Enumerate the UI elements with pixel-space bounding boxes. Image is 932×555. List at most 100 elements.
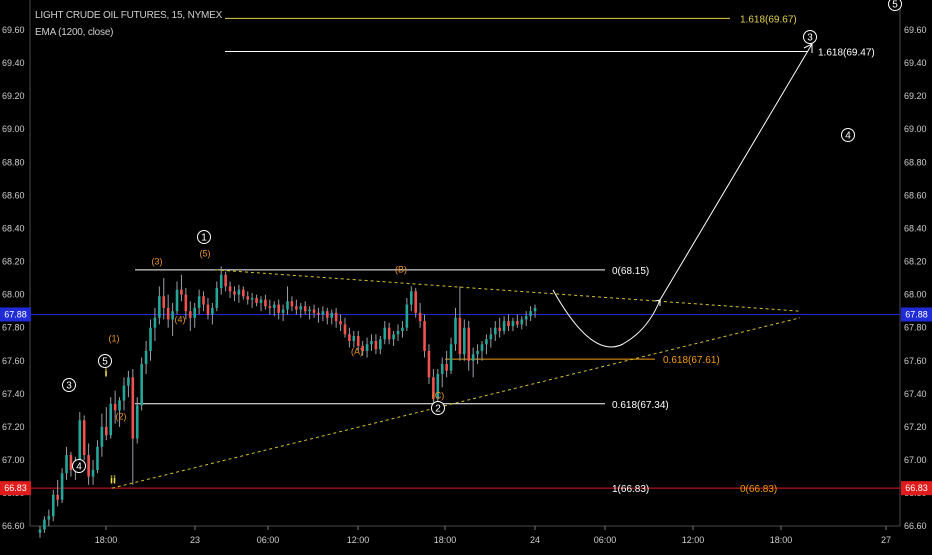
candle-body	[326, 311, 329, 318]
candle-body	[224, 274, 227, 287]
projection-curve	[552, 289, 661, 348]
fib-level-label: 1.618(69.47)	[818, 48, 875, 59]
y-tick-label-right: 69.40	[904, 58, 927, 68]
candle-body	[520, 319, 524, 325]
x-tick-label: 18:00	[770, 535, 793, 545]
candle-body	[175, 289, 179, 312]
y-tick-label-right: 67.40	[904, 389, 927, 399]
candle-body	[374, 340, 378, 350]
y-tick-label-left: 66.60	[2, 521, 25, 531]
y-tick-label-left: 69.60	[2, 25, 25, 35]
fib-level-label: 0(68.15)	[612, 266, 649, 277]
y-tick-label-left: 69.20	[2, 91, 25, 101]
candle-body	[299, 306, 303, 310]
wave-label-circle	[62, 378, 76, 392]
candle-body	[51, 494, 55, 517]
candle-body	[423, 321, 426, 351]
y-tick-label-right: 69.00	[904, 124, 927, 134]
current-price-tag-right-label: 67.88	[905, 309, 928, 319]
candle-body	[250, 297, 254, 300]
candle-body	[387, 327, 391, 340]
wave-label: (2)	[116, 412, 127, 422]
candle-body	[113, 403, 117, 411]
candle-body	[184, 294, 188, 312]
candle-body	[432, 377, 435, 399]
candle-body	[180, 289, 183, 295]
candle-body	[109, 403, 113, 436]
candle-body	[440, 364, 444, 375]
candle-body	[56, 494, 59, 500]
candle-body	[409, 291, 413, 305]
y-tick-label-left: 69.40	[2, 58, 25, 68]
y-tick-label-left: 68.60	[2, 190, 25, 200]
candle-body	[78, 420, 82, 466]
support-price-tag-left	[0, 481, 31, 496]
wave-label: 4	[845, 131, 851, 142]
candle-body	[405, 304, 409, 328]
candle-body	[242, 289, 245, 297]
candle-body	[96, 446, 99, 470]
wave-label-circle	[888, 0, 902, 11]
y-tick-label-right: 69.60	[904, 25, 927, 35]
candle-body	[476, 350, 479, 355]
y-tick-label-right: 67.80	[904, 323, 927, 333]
candle-body	[348, 334, 351, 341]
candle-body	[149, 327, 152, 351]
candle-body	[47, 516, 51, 520]
candle-body	[228, 286, 232, 292]
wave-label: (4)	[175, 315, 186, 325]
support-price-tag-left-label: 66.83	[4, 483, 27, 493]
candle-body	[82, 420, 86, 456]
candle-body	[498, 327, 501, 332]
wave-label: (A)	[351, 347, 363, 357]
y-tick-label-right: 68.20	[904, 257, 927, 267]
candle-body	[268, 306, 272, 308]
candle-body	[370, 340, 373, 345]
y-tick-label-right: 68.60	[904, 190, 927, 200]
x-tick-label: 12:00	[682, 535, 705, 545]
current-price-tag-left-label: 67.88	[4, 309, 27, 319]
candle-body	[38, 529, 42, 533]
triangle-upper-trendline	[214, 269, 801, 312]
wave-label: (3)	[152, 257, 163, 267]
candle-body	[392, 334, 395, 340]
y-tick-label-right: 68.40	[904, 223, 927, 233]
y-tick-label-right: 68.00	[904, 290, 927, 300]
candle-body	[255, 297, 258, 303]
candle-body	[100, 426, 104, 447]
candle-body	[396, 331, 400, 335]
candle-body	[321, 311, 325, 315]
wave-label-circle	[98, 354, 112, 368]
candle-body	[480, 344, 484, 351]
candle-body	[312, 309, 316, 313]
x-tick-label: 27	[881, 535, 891, 545]
y-tick-label-right: 67.60	[904, 356, 927, 366]
y-tick-label-right: 66.60	[904, 521, 927, 531]
current-price-tag-right	[901, 307, 932, 322]
candle-body	[445, 364, 448, 371]
candle-body	[171, 311, 174, 320]
candle-body	[454, 317, 457, 345]
candle-body	[166, 307, 170, 320]
wave-label: (5)	[200, 249, 211, 259]
candle-body	[418, 312, 422, 322]
candle-body	[308, 309, 311, 312]
y-tick-label-left: 67.20	[2, 422, 25, 432]
candle-body	[334, 312, 338, 322]
x-tick-label: 18:00	[95, 535, 118, 545]
candle-body	[471, 354, 475, 361]
y-tick-label-left: 68.00	[2, 290, 25, 300]
y-tick-label-right: 68.80	[904, 157, 927, 167]
wave-label-circle	[197, 230, 211, 244]
candle-body	[162, 296, 166, 308]
y-tick-label-left: 67.00	[2, 455, 25, 465]
indicator-label: EMA (1200, close)	[35, 27, 114, 38]
candle-body	[65, 455, 68, 474]
candle-body	[529, 311, 532, 317]
candle-body	[215, 288, 219, 308]
y-tick-label-left: 67.80	[2, 323, 25, 333]
candle-body	[118, 400, 121, 411]
y-tick-label-left: 68.40	[2, 223, 25, 233]
